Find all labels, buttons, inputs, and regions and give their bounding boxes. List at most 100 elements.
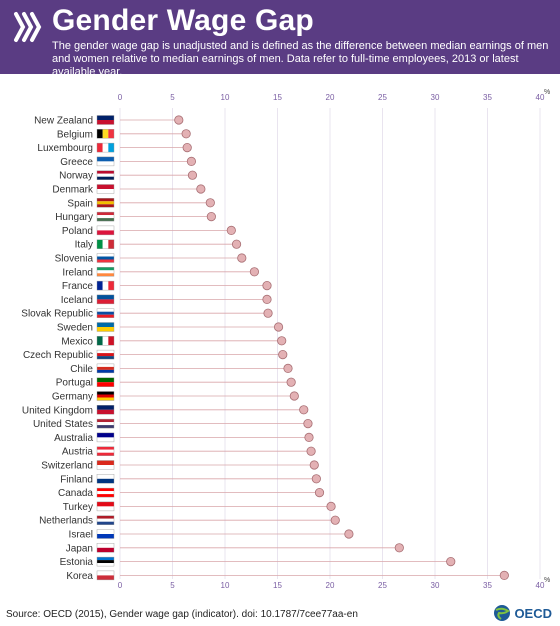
flag-icon — [97, 547, 114, 553]
x-tick-label-bottom: 15 — [273, 581, 282, 590]
flag-icon — [97, 129, 103, 139]
country-label: Portugal — [56, 378, 93, 389]
flag-border — [96, 487, 115, 498]
data-point — [286, 377, 296, 387]
oecd-wordmark: OECD — [514, 605, 552, 621]
flag-border — [96, 280, 115, 291]
flag-icon — [108, 336, 114, 346]
flag-icon — [102, 129, 109, 139]
data-point — [206, 212, 216, 222]
flag-icon — [102, 336, 109, 346]
flag-icon — [97, 446, 114, 450]
flag-icon — [97, 366, 114, 370]
flag-border — [96, 115, 115, 125]
oecd-brand: OECD — [493, 604, 552, 622]
x-tick-label-bottom: 30 — [431, 581, 440, 590]
flag-icon — [97, 491, 114, 495]
flag-border — [96, 170, 115, 180]
x-tick-label-bottom: 35 — [483, 581, 492, 590]
flag-icon — [102, 143, 109, 153]
flag-border — [96, 225, 115, 236]
flag-icon — [102, 239, 109, 249]
x-tick-label-top: 10 — [221, 93, 230, 102]
flag-icon — [97, 534, 114, 539]
country-label: New Zealand — [34, 116, 93, 127]
data-point — [187, 170, 198, 180]
flag-border — [96, 529, 115, 539]
flag-icon — [97, 465, 114, 470]
flag-icon — [97, 449, 114, 453]
oecd-logo-icon — [14, 12, 42, 42]
data-point — [299, 405, 309, 415]
country-label: Norway — [59, 171, 93, 182]
flag-icon — [97, 543, 114, 548]
data-point — [499, 570, 509, 580]
country-label: Iceland — [61, 295, 93, 306]
data-point — [196, 184, 206, 194]
x-tick-label-bottom: 5 — [170, 581, 175, 590]
country-label: Finland — [60, 474, 93, 485]
flag-icon — [97, 570, 114, 576]
unit-label-top: % — [544, 89, 550, 96]
country-label: Slovak Republic — [21, 309, 93, 320]
flag-icon — [97, 256, 114, 260]
flag-icon — [97, 161, 114, 166]
data-point — [446, 556, 456, 567]
page-title: Gender Wage Gap — [52, 4, 314, 37]
country-label: Switzerland — [41, 461, 93, 472]
x-tick-label-top: 15 — [273, 93, 282, 102]
x-tick-label-top: 40 — [536, 93, 545, 102]
flag-icon — [97, 494, 114, 498]
data-point — [262, 294, 272, 304]
data-point — [326, 501, 336, 511]
flag-border — [96, 308, 115, 318]
data-point — [314, 487, 325, 498]
flag-icon — [97, 515, 114, 519]
flag-icon — [97, 239, 103, 249]
flag-border — [96, 349, 115, 360]
country-label: Australia — [54, 433, 93, 444]
data-point — [205, 198, 215, 208]
flag-border — [96, 501, 115, 512]
data-point — [226, 225, 236, 235]
country-label: Mexico — [61, 336, 93, 347]
data-point — [182, 142, 192, 153]
flag-icon — [97, 259, 114, 263]
country-label: Netherlands — [39, 516, 93, 527]
country-label: Poland — [62, 226, 93, 237]
country-label: Sweden — [57, 323, 93, 334]
data-point — [277, 336, 287, 346]
unit-label-bottom: % — [544, 577, 550, 584]
flag-icon — [97, 377, 114, 383]
flag-icon — [97, 575, 114, 580]
flag-border — [96, 391, 115, 401]
data-point — [237, 253, 247, 263]
data-point — [306, 446, 316, 456]
header-banner: Gender Wage Gap The gender wage gap is u… — [0, 0, 560, 78]
data-point — [263, 308, 273, 318]
country-label: Austria — [62, 447, 94, 458]
country-label: Slovenia — [55, 254, 94, 265]
flag-icon — [97, 391, 114, 395]
flag-icon — [97, 356, 114, 360]
data-point — [231, 239, 242, 249]
page-subtitle: The gender wage gap is unadjusted and is… — [52, 40, 549, 78]
country-label: Canada — [58, 488, 93, 499]
x-tick-label-bottom: 25 — [378, 581, 387, 590]
x-tick-label-top: 5 — [170, 93, 175, 102]
flag-border — [96, 363, 115, 374]
country-label: Hungary — [55, 212, 93, 223]
flag-icon — [97, 478, 114, 484]
flag-icon — [102, 281, 109, 291]
country-label: Italy — [75, 240, 93, 251]
flag-border — [96, 156, 115, 167]
flag-icon — [97, 253, 114, 257]
data-point — [394, 543, 404, 553]
x-tick-label-top: 20 — [326, 93, 335, 102]
flag-icon — [97, 314, 114, 318]
country-label: Belgium — [57, 129, 93, 140]
flag-icon — [97, 215, 114, 219]
flag-icon — [97, 184, 114, 189]
flag-icon — [97, 204, 114, 208]
x-tick-label-bottom: 40 — [536, 581, 545, 590]
